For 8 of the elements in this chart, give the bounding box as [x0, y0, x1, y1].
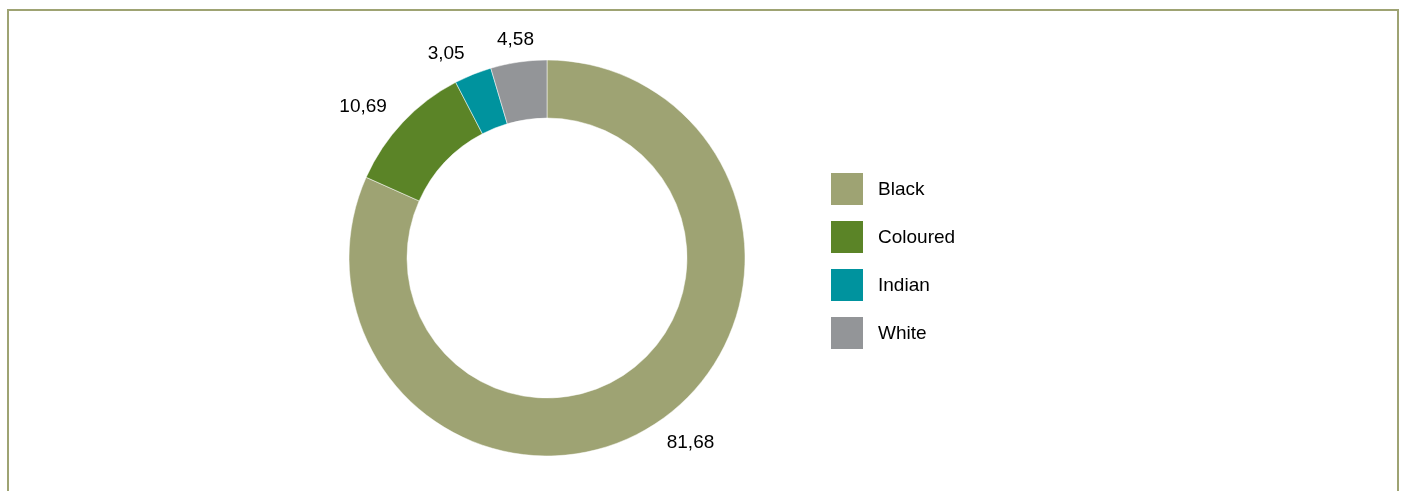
data-label: 81,68 — [666, 430, 715, 452]
legend-label: Black — [878, 178, 925, 200]
data-label: 4,58 — [496, 28, 534, 50]
data-label: 10,69 — [339, 95, 387, 117]
legend-label: Indian — [878, 274, 930, 296]
legend-label: White — [878, 322, 927, 344]
data-label: 3,05 — [427, 42, 465, 63]
legend-label: Coloured — [878, 226, 956, 248]
